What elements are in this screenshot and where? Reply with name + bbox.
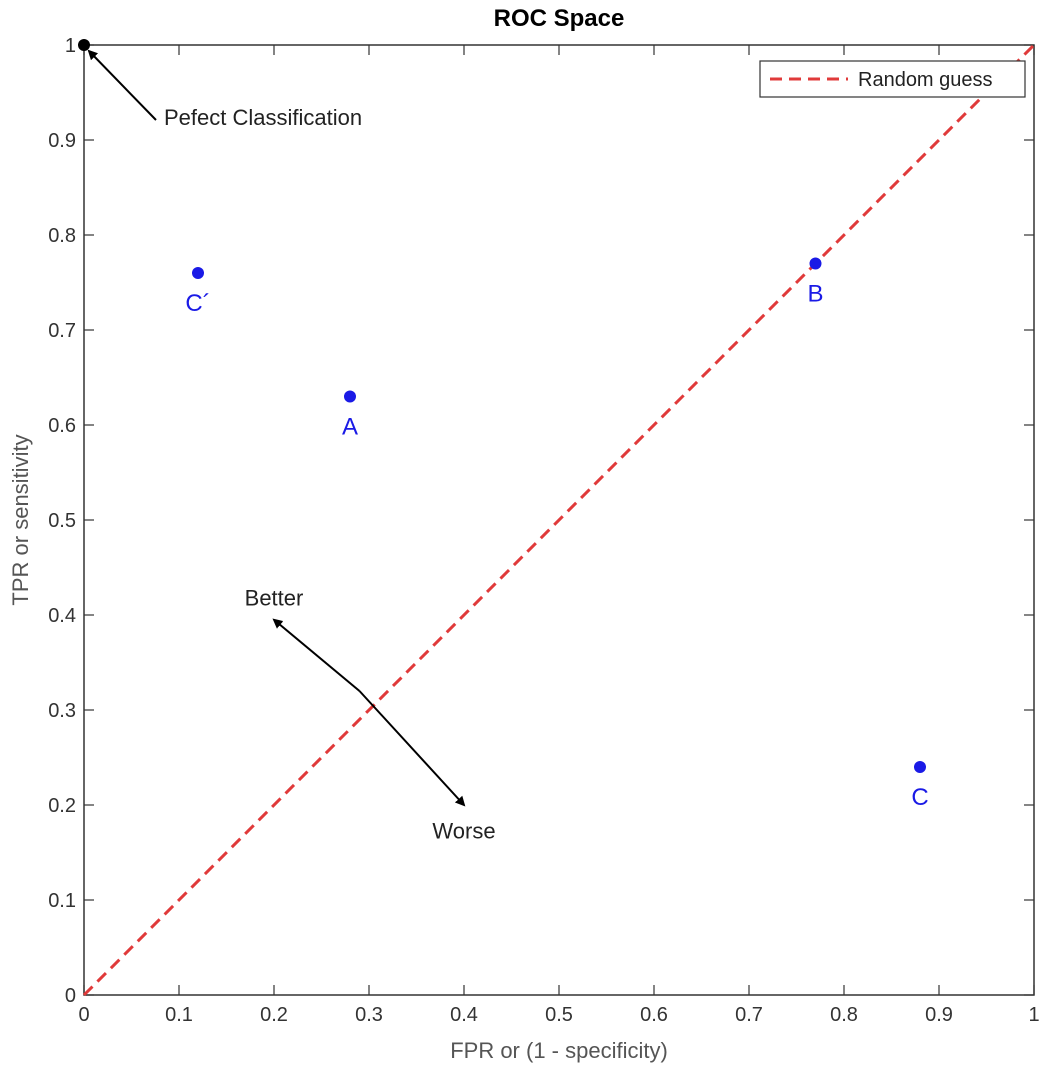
y-tick-label: 0.6	[48, 415, 76, 437]
y-tick-label: 0.5	[48, 510, 76, 532]
legend-box	[759, 60, 1026, 98]
x-tick-label: 0	[78, 1004, 89, 1026]
annotations-layer: Pefect Classification Better Worse	[87, 49, 496, 843]
perfect-classification-arrow	[87, 49, 157, 121]
y-tick-label: 0.1	[48, 890, 76, 912]
worse-arrow	[358, 690, 466, 807]
y-axis-label: TPR or sensitivity	[8, 434, 33, 605]
chart-title: ROC Space	[494, 5, 625, 32]
y-tick-label: 0.9	[48, 130, 76, 152]
x-axis-label: FPR or (1 - specificity)	[450, 1038, 668, 1063]
y-tick-label: 0.3	[48, 700, 76, 722]
x-tick-label: 0.8	[830, 1004, 858, 1026]
y-tick-label: 0.7	[48, 320, 76, 342]
y-tick-label: 0.2	[48, 795, 76, 817]
point-B	[809, 257, 822, 270]
y-tick-label: 1	[65, 35, 76, 57]
x-tick-label: 0.2	[260, 1004, 288, 1026]
x-tick-label: 0.7	[735, 1004, 763, 1026]
y-tick-label: 0.8	[48, 225, 76, 247]
x-tick-label: 0.4	[450, 1004, 478, 1026]
x-tick-label: 1	[1028, 1004, 1039, 1026]
points-layer: A B C C´	[78, 39, 929, 811]
x-tick-label: 0.6	[640, 1004, 668, 1026]
better-label: Better	[245, 586, 304, 611]
axes: 0 0.1 0.2 0.3 0.4 0.5 0.6 0.7 0.8 0.9 1 0 0.1 0.2 0.3 0…	[48, 35, 1039, 1026]
perfect-classification-label: Pefect Classification	[164, 105, 362, 130]
legend: Random guess	[759, 60, 1026, 98]
x-tick-label: 0.1	[165, 1004, 193, 1026]
legend-label: Random guess	[858, 69, 993, 91]
point-C-prime	[192, 267, 204, 279]
perfect-classification-point	[78, 39, 90, 51]
point-label: C	[911, 784, 928, 811]
y-tick-label: 0	[65, 985, 76, 1007]
point-label: C´	[185, 290, 210, 317]
x-tick-label: 0.5	[545, 1004, 573, 1026]
point-label: A	[342, 414, 358, 441]
random-guess-line	[82, 43, 1036, 997]
reference-line-layer	[82, 43, 1036, 997]
x-tick-label: 0.3	[355, 1004, 383, 1026]
y-tick-label: 0.4	[48, 605, 76, 627]
point-label: B	[807, 281, 823, 308]
better-arrow	[272, 618, 361, 692]
x-tick-label: 0.9	[925, 1004, 953, 1026]
point-C	[914, 761, 926, 773]
point-A	[344, 390, 356, 403]
worse-label: Worse	[432, 818, 495, 843]
